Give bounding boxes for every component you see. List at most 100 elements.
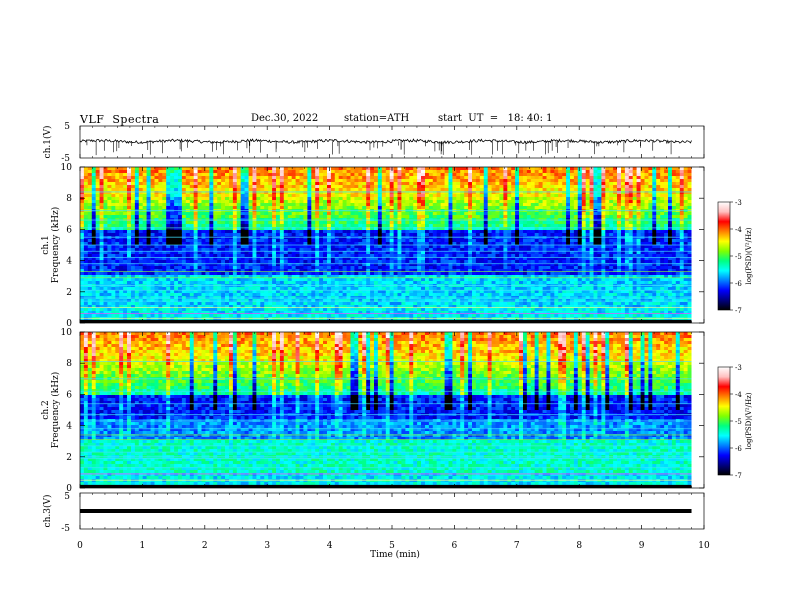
spectrogram-cell bbox=[236, 242, 242, 246]
spectrogram-cell bbox=[421, 230, 426, 234]
spectrogram-cell bbox=[358, 197, 363, 201]
spectrogram-cell bbox=[248, 224, 253, 228]
spectrogram-cell bbox=[362, 221, 367, 225]
spectrogram-cell bbox=[393, 206, 398, 210]
spectrogram-cell bbox=[409, 212, 414, 216]
spectrogram-cell bbox=[99, 287, 104, 291]
spectrogram-cell bbox=[123, 170, 128, 174]
spectrogram-cell bbox=[428, 275, 434, 279]
spectrogram-cell bbox=[413, 236, 418, 240]
spectrogram-cell bbox=[95, 224, 100, 228]
spectrogram-cell bbox=[346, 263, 351, 267]
spectrogram-cell bbox=[150, 185, 155, 189]
spectrogram-cell bbox=[162, 248, 167, 252]
spectrogram-cell bbox=[354, 233, 359, 237]
spectrogram-cell bbox=[385, 311, 391, 315]
spectrogram-cell bbox=[409, 191, 414, 195]
spectrogram-cell bbox=[107, 173, 112, 177]
spectrogram-cell bbox=[397, 170, 402, 174]
spectrogram-cell bbox=[170, 206, 175, 210]
spectrogram-cell bbox=[217, 302, 222, 306]
spectrogram-cell bbox=[327, 194, 332, 198]
spectrogram-cell bbox=[95, 188, 100, 192]
spectrogram-cell bbox=[83, 245, 89, 249]
spectrogram-cell bbox=[401, 305, 406, 309]
spectrogram-cell bbox=[428, 269, 434, 273]
spectrogram-cell bbox=[428, 311, 434, 315]
spectrogram-cell bbox=[299, 194, 304, 198]
spectrogram-cell bbox=[268, 302, 273, 306]
spectrogram-cell bbox=[362, 227, 367, 231]
spectrogram-cell bbox=[252, 290, 257, 294]
spectrogram-cell bbox=[323, 221, 328, 225]
spectrogram-cell bbox=[138, 239, 144, 243]
spectrogram-cell bbox=[217, 281, 222, 285]
spectrogram-cell bbox=[83, 263, 89, 267]
spectrogram-cell bbox=[123, 176, 128, 180]
spectrogram-cell bbox=[221, 257, 226, 261]
spectrogram-cell bbox=[95, 221, 100, 225]
spectrogram-cell bbox=[127, 314, 132, 318]
spectrogram-cell bbox=[260, 221, 265, 225]
spectrogram-cell bbox=[244, 305, 249, 309]
spectrogram-cell bbox=[377, 245, 383, 249]
spectrogram-cell bbox=[91, 242, 97, 246]
spectrogram-cell bbox=[440, 308, 445, 312]
spectrogram-cell bbox=[103, 254, 108, 258]
spectrogram-cell bbox=[374, 233, 379, 237]
spectrogram-cell bbox=[209, 170, 214, 174]
spectrogram-cell bbox=[358, 305, 363, 309]
spectrogram-cell bbox=[425, 167, 430, 171]
spectrogram-cell bbox=[99, 311, 104, 315]
spectrogram-cell bbox=[366, 239, 371, 243]
spectrogram-cell bbox=[330, 251, 336, 255]
spectrogram-cell bbox=[440, 290, 445, 294]
spectrogram-cell bbox=[436, 224, 441, 228]
spectrogram-cell bbox=[272, 272, 277, 276]
spectrogram-cell bbox=[264, 314, 269, 318]
spectrogram-cell bbox=[256, 242, 261, 246]
spectrogram-cell bbox=[95, 215, 100, 219]
spectrogram-cell bbox=[330, 266, 336, 270]
spectrogram-cell bbox=[119, 314, 124, 318]
spectrogram-cell bbox=[217, 260, 222, 264]
spectrogram-cell bbox=[95, 191, 100, 195]
spectrogram-cell bbox=[444, 299, 449, 303]
spectrogram-cell bbox=[91, 173, 97, 177]
spectrogram-cell bbox=[103, 224, 108, 228]
spectrogram-cell bbox=[201, 251, 206, 255]
spectrogram-cell bbox=[440, 257, 445, 261]
spectrogram-cell bbox=[393, 257, 398, 261]
spectrogram-cell bbox=[107, 263, 112, 267]
spectrogram-cell bbox=[134, 230, 140, 234]
spectrogram-cell bbox=[131, 302, 136, 306]
spectrogram-cell bbox=[323, 212, 328, 216]
spectrogram-cell bbox=[131, 215, 136, 219]
spectrogram-cell bbox=[252, 299, 257, 303]
spectrogram-cell bbox=[276, 290, 281, 294]
spectrogram-cell bbox=[197, 299, 202, 303]
spectrogram-cell bbox=[174, 287, 179, 291]
spectrogram-cell bbox=[99, 200, 104, 204]
spectrogram-cell bbox=[91, 299, 97, 303]
spectrogram-cell bbox=[370, 191, 375, 195]
spectrogram-cell bbox=[401, 290, 406, 294]
spectrogram-cell bbox=[80, 308, 85, 312]
spectrogram-cell bbox=[166, 230, 171, 234]
spectrogram-cell bbox=[119, 194, 124, 198]
spectrogram-cell bbox=[185, 185, 191, 189]
spectrogram-cell bbox=[138, 197, 144, 201]
spectrogram-cell bbox=[393, 275, 398, 279]
spectrogram-cell bbox=[240, 308, 245, 312]
spectrogram-cell bbox=[146, 263, 151, 267]
spectrogram-cell bbox=[209, 242, 214, 246]
spectrogram-cell bbox=[397, 269, 402, 273]
spectrogram-cell bbox=[346, 194, 351, 198]
spectrogram-cell bbox=[444, 290, 449, 294]
spectrogram-cell bbox=[421, 302, 426, 306]
spectrogram-cell bbox=[193, 191, 198, 195]
spectrogram-cell bbox=[181, 227, 187, 231]
spectrogram-cell bbox=[91, 185, 97, 189]
spectrogram-cell bbox=[413, 239, 418, 243]
spectrogram-cell bbox=[393, 194, 398, 198]
